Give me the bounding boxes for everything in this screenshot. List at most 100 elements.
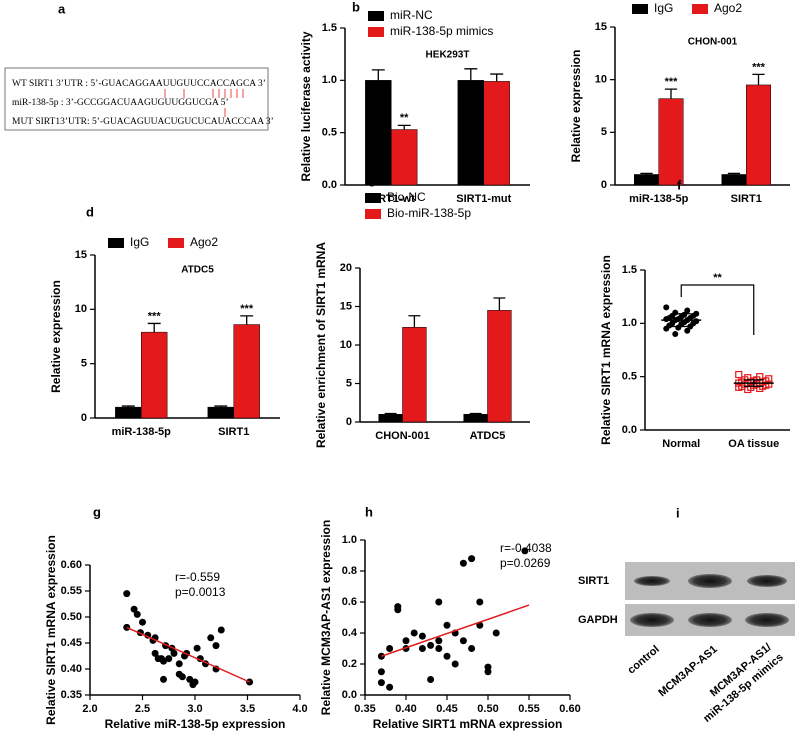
data-point — [410, 629, 418, 637]
y-tick-label: 1.0 — [322, 74, 337, 86]
y-tick-label: 20 — [340, 262, 352, 274]
legend-swatch — [632, 4, 648, 14]
x-tick-label: SIRT1 — [731, 193, 762, 205]
data-point — [175, 660, 183, 668]
error-bar — [240, 315, 254, 325]
y-tick-label: 5 — [601, 126, 607, 138]
x-tick-label: 2.5 — [135, 703, 150, 715]
y-axis-label: Relative expression — [49, 280, 63, 393]
data-point — [186, 675, 194, 683]
y-tick-label: 0.0 — [322, 179, 337, 191]
panel-letter: d — [86, 204, 94, 219]
x-tick-label: miR-138-5p — [629, 193, 689, 205]
significance-label: *** — [240, 303, 254, 315]
subtitle: HEK293T — [426, 50, 470, 61]
y-tick-label: 0.4 — [342, 627, 358, 639]
sd-bar — [743, 379, 764, 387]
data-point — [484, 668, 492, 676]
data-point — [178, 673, 186, 681]
panel-letter: b — [352, 0, 360, 14]
legend-swatch — [365, 193, 381, 203]
y-tick-label: 0.2 — [342, 658, 357, 670]
y-tick-label: 1.5 — [322, 22, 337, 34]
y-tick-label: 0.0 — [342, 689, 357, 701]
bar — [115, 406, 142, 419]
y-axis-label: Relative SIRT1 mRNA expression — [44, 535, 58, 725]
fit-line — [126, 626, 250, 683]
data-point — [377, 668, 385, 676]
x-tick-label: 0.60 — [559, 703, 580, 715]
panel-letter: i — [676, 505, 680, 520]
y-tick-label: 10 — [340, 339, 352, 351]
data-point — [735, 370, 743, 379]
data-point — [492, 629, 500, 637]
data-point — [427, 641, 435, 649]
significance-label: ** — [400, 112, 409, 124]
legend-swatch — [368, 11, 384, 21]
blot-band — [634, 576, 670, 586]
y-axis-label: Relative luciferase activity — [299, 31, 313, 181]
y-tick-label: 0.35 — [61, 689, 82, 701]
bar — [402, 327, 427, 423]
fit-line — [381, 604, 530, 657]
stat-label: p=0.0013 — [175, 585, 226, 599]
error-bar — [371, 69, 385, 81]
data-point — [139, 618, 146, 626]
x-tick-label: miR-138-5p — [112, 426, 172, 438]
error-bar — [640, 172, 653, 175]
data-point — [451, 660, 459, 668]
panel-letter: f — [677, 177, 682, 192]
sequence-line: miR-138-5p : 3’-GCCGGACUAAGUGUUGGUCGA 5’ — [12, 98, 229, 108]
x-tick-label: OA tissue — [728, 438, 779, 450]
x-axis-label: Relative miR-138-5p expression — [105, 717, 286, 731]
data-point — [435, 598, 443, 606]
legend-label: Ago2 — [190, 235, 218, 249]
panel-letter: h — [365, 504, 373, 519]
legend-label: miR-138-5p mimics — [390, 24, 493, 38]
bar — [391, 129, 418, 186]
legend-label: Bio-miR-138-5p — [387, 206, 471, 220]
data-point — [756, 384, 764, 392]
bar — [457, 80, 485, 186]
x-tick-label: 3.0 — [187, 703, 202, 715]
data-point — [402, 637, 410, 645]
bar — [658, 98, 684, 186]
data-point — [157, 655, 165, 663]
data-point — [663, 304, 670, 311]
blot-band — [630, 613, 674, 627]
legend-swatch — [692, 4, 708, 14]
y-tick-label: 15 — [340, 300, 352, 312]
bar — [233, 324, 260, 419]
error-bar — [727, 172, 741, 175]
x-tick-label: Normal — [662, 438, 700, 450]
data-point — [165, 655, 173, 663]
data-point — [160, 675, 167, 683]
y-tick-label: 0 — [346, 416, 352, 428]
legend-swatch — [108, 238, 124, 248]
stat-label: r=-0.4038 — [500, 541, 552, 555]
data-point — [191, 678, 199, 686]
subtitle: CHON-001 — [688, 37, 738, 48]
x-tick-label: 3.5 — [240, 703, 255, 715]
data-point — [459, 559, 467, 567]
data-point — [212, 642, 220, 650]
blot-band — [688, 613, 732, 627]
bar — [487, 310, 512, 423]
legend-label: miR-NC — [390, 8, 433, 22]
data-point — [217, 626, 225, 634]
error-bar — [490, 73, 504, 82]
x-tick-label: ATDC5 — [470, 430, 506, 442]
blot-row-label: SIRT1 — [578, 575, 609, 587]
y-tick-label: 0 — [81, 412, 87, 424]
y-tick-label: 15 — [75, 249, 87, 261]
panel-letter: e — [368, 174, 375, 189]
data-point — [427, 676, 435, 683]
bar — [141, 331, 168, 419]
y-tick-label: 0.55 — [61, 585, 82, 597]
data-point — [394, 603, 402, 611]
data-point — [123, 590, 131, 598]
blot-row-label: GAPDH — [578, 614, 618, 626]
y-tick-label: 1.0 — [622, 317, 637, 329]
y-tick-label: 0.6 — [342, 596, 357, 608]
